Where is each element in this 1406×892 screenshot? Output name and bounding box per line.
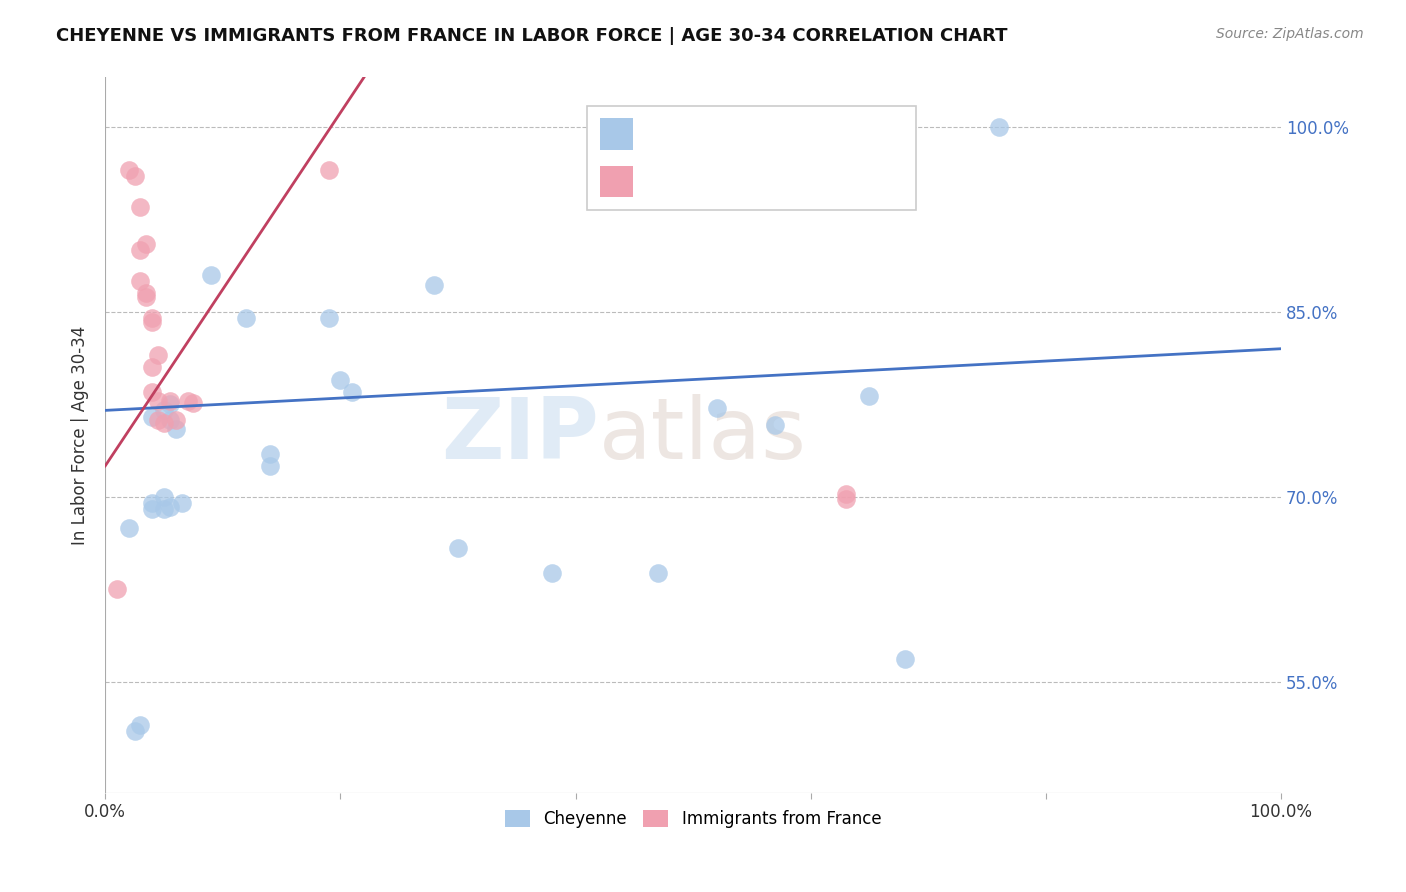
Point xyxy=(135,236,157,251)
Point xyxy=(159,393,181,408)
Y-axis label: In Labor Force | Age 30-34: In Labor Force | Age 30-34 xyxy=(72,326,89,545)
Point xyxy=(118,520,141,534)
Point xyxy=(141,496,163,510)
Point xyxy=(129,200,152,214)
Point xyxy=(183,396,205,410)
Point xyxy=(129,243,152,257)
Point xyxy=(259,446,281,460)
Point xyxy=(135,290,157,304)
Point xyxy=(153,416,176,430)
Point xyxy=(159,397,181,411)
Point xyxy=(118,162,141,177)
Point xyxy=(129,274,152,288)
Point xyxy=(987,120,1010,134)
Point xyxy=(124,724,146,739)
Point xyxy=(858,388,880,402)
Point xyxy=(893,652,915,666)
Point xyxy=(165,422,187,436)
Point xyxy=(170,496,193,510)
Point xyxy=(141,384,163,399)
Point xyxy=(259,458,281,473)
Point xyxy=(141,360,163,375)
Point xyxy=(135,286,157,301)
Point xyxy=(105,582,128,597)
Point xyxy=(141,310,163,325)
Text: Source: ZipAtlas.com: Source: ZipAtlas.com xyxy=(1216,27,1364,41)
Point xyxy=(423,277,446,292)
Point xyxy=(146,413,169,427)
Point xyxy=(176,393,198,408)
Point xyxy=(235,310,257,325)
Point xyxy=(318,162,340,177)
Point xyxy=(318,310,340,325)
Point xyxy=(165,413,187,427)
Point xyxy=(129,718,152,732)
Point xyxy=(141,315,163,329)
Point xyxy=(340,384,363,399)
Point xyxy=(763,418,786,433)
Point xyxy=(141,502,163,516)
Point xyxy=(146,393,169,408)
Point xyxy=(835,492,858,507)
Point xyxy=(153,502,176,516)
Point xyxy=(141,409,163,424)
Point xyxy=(706,401,728,415)
Point xyxy=(153,403,176,417)
Point xyxy=(835,487,858,501)
Text: CHEYENNE VS IMMIGRANTS FROM FRANCE IN LABOR FORCE | AGE 30-34 CORRELATION CHART: CHEYENNE VS IMMIGRANTS FROM FRANCE IN LA… xyxy=(56,27,1008,45)
Text: atlas: atlas xyxy=(599,393,807,476)
Point xyxy=(159,500,181,514)
Point xyxy=(200,268,222,282)
Point xyxy=(146,348,169,362)
Point xyxy=(124,169,146,183)
Point xyxy=(447,541,470,556)
Legend: Cheyenne, Immigrants from France: Cheyenne, Immigrants from France xyxy=(498,803,889,834)
Point xyxy=(647,566,669,581)
Point xyxy=(329,373,352,387)
Point xyxy=(541,566,564,581)
Text: ZIP: ZIP xyxy=(441,393,599,476)
Point xyxy=(153,490,176,504)
Point xyxy=(159,413,181,427)
